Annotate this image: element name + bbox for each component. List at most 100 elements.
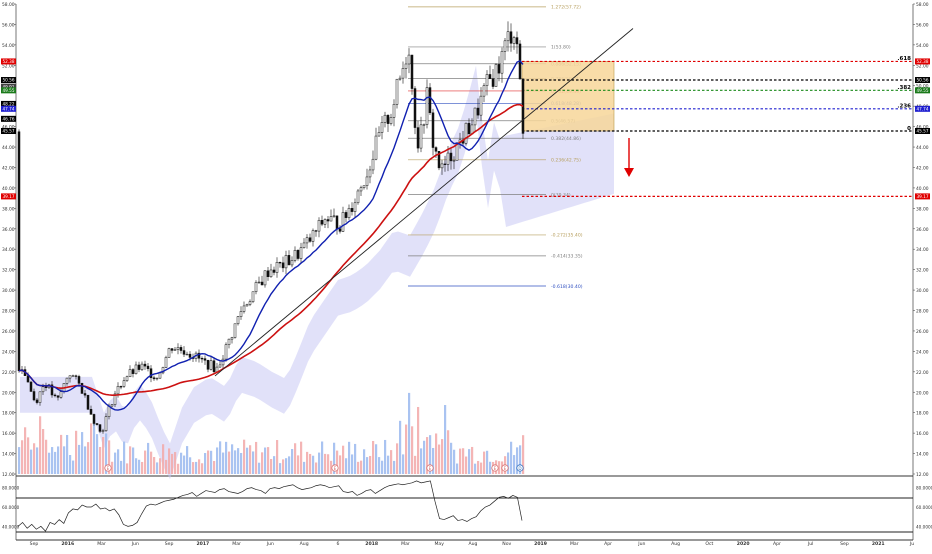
- candle-body: [152, 377, 156, 380]
- price-tick-label-right: 50.00: [916, 84, 929, 90]
- volume-bar: [459, 448, 462, 474]
- candle-body: [248, 301, 252, 305]
- price-tag-bg: [1, 193, 16, 200]
- candle-body: [116, 386, 120, 395]
- volume-bar: [183, 455, 186, 474]
- price-tag-text: 50.56: [917, 78, 929, 83]
- time-axis-label: 2021: [872, 541, 885, 547]
- candle-body: [347, 208, 351, 218]
- volume-bar: [33, 443, 36, 474]
- time-axis-label: Jun: [266, 541, 274, 547]
- candle-body: [101, 430, 105, 432]
- volume-bar: [477, 460, 480, 474]
- candle-body: [83, 393, 87, 396]
- volume-bar: [483, 451, 486, 474]
- volume-bar: [39, 416, 42, 474]
- candle-body: [92, 414, 96, 424]
- volume-bar: [360, 460, 363, 474]
- volume-bar: [399, 420, 402, 474]
- candle-body: [365, 176, 369, 186]
- volume-bar: [120, 460, 123, 474]
- candle-body: [362, 185, 366, 188]
- candle-body: [188, 353, 192, 358]
- candle-body: [383, 114, 387, 123]
- candle-body: [179, 347, 183, 351]
- candle-body: [122, 380, 126, 387]
- volume-bar: [453, 449, 456, 474]
- candle-body: [314, 230, 318, 232]
- candle-body: [227, 338, 231, 345]
- volume-bar: [159, 458, 162, 474]
- candle-body: [479, 95, 483, 116]
- candle-body: [515, 37, 519, 45]
- candle-body: [230, 337, 234, 340]
- volume-bar: [513, 455, 516, 474]
- volume-bar: [21, 440, 24, 474]
- event-marker: [104, 464, 112, 472]
- candle-body: [128, 369, 132, 378]
- volume-bar: [432, 447, 435, 474]
- volume-bar: [258, 462, 261, 474]
- volume-bar: [69, 455, 72, 474]
- volume-bar: [153, 457, 156, 474]
- event-marker-label: E: [504, 466, 507, 471]
- time-axis-label: Mar: [570, 541, 579, 547]
- price-tick-label-right: 52.00: [916, 63, 929, 69]
- price-tick-label-left: 42.00: [2, 165, 15, 171]
- volume-bar: [294, 443, 297, 474]
- price-tag-bg: [1, 87, 16, 94]
- volume-bar: [225, 441, 228, 474]
- price-tick-label-left: 20.00: [2, 390, 15, 396]
- volume-bar: [405, 424, 408, 474]
- volume-bar: [192, 462, 195, 474]
- volume-bar: [246, 447, 249, 474]
- volume-bar: [267, 447, 270, 474]
- volume-bar: [429, 435, 432, 474]
- candle-body: [266, 270, 270, 278]
- candle-body: [437, 151, 441, 169]
- candle-body: [491, 78, 495, 87]
- volume-bar: [201, 463, 204, 474]
- candle-body: [140, 363, 144, 370]
- volume-bar: [384, 439, 387, 474]
- fib-level-label: -0.272(35.40): [551, 233, 583, 239]
- candle-body: [440, 163, 444, 169]
- event-marker-label: E: [107, 466, 110, 471]
- volume-bar: [57, 446, 60, 474]
- volume-bar: [51, 447, 54, 474]
- volume-bar: [18, 447, 21, 474]
- time-axis-label: Aug: [671, 541, 680, 547]
- event-marker-label: D: [518, 466, 521, 471]
- volume-bar: [237, 448, 240, 474]
- fib-level-label: -0.414(33.35): [551, 254, 583, 260]
- volume-bar: [510, 441, 513, 474]
- candle-body: [125, 376, 129, 381]
- candle-body: [251, 291, 255, 302]
- price-tick-label-left: 24.00: [2, 349, 15, 355]
- candle-body: [224, 344, 228, 360]
- event-marker: [491, 464, 499, 472]
- volume-bar: [366, 457, 369, 474]
- volume-bar: [180, 452, 183, 474]
- price-tick-label-right: 18.00: [916, 411, 929, 417]
- time-axis-label: 2019: [534, 541, 547, 547]
- candle-body: [380, 122, 384, 133]
- volume-bar: [93, 419, 96, 474]
- volume-bar: [42, 429, 45, 474]
- volume-bar: [498, 461, 501, 474]
- candle-body: [356, 190, 360, 204]
- candle-body: [302, 242, 306, 248]
- volume-bar: [414, 455, 417, 474]
- volume-bar: [474, 463, 477, 474]
- volume-bar: [252, 451, 255, 474]
- candle-body: [392, 104, 396, 118]
- candle-body: [476, 107, 480, 116]
- price-tick-label-right: 46.00: [916, 125, 929, 131]
- candle-body: [113, 393, 117, 405]
- candle-body: [410, 54, 414, 89]
- price-tag-bg: [915, 58, 930, 65]
- time-axis-label: Sep: [840, 541, 849, 547]
- volume-bar: [327, 454, 330, 474]
- rsi-tick-label-left: 60.0000: [2, 505, 20, 510]
- price-tag-text: 52.38: [917, 59, 929, 64]
